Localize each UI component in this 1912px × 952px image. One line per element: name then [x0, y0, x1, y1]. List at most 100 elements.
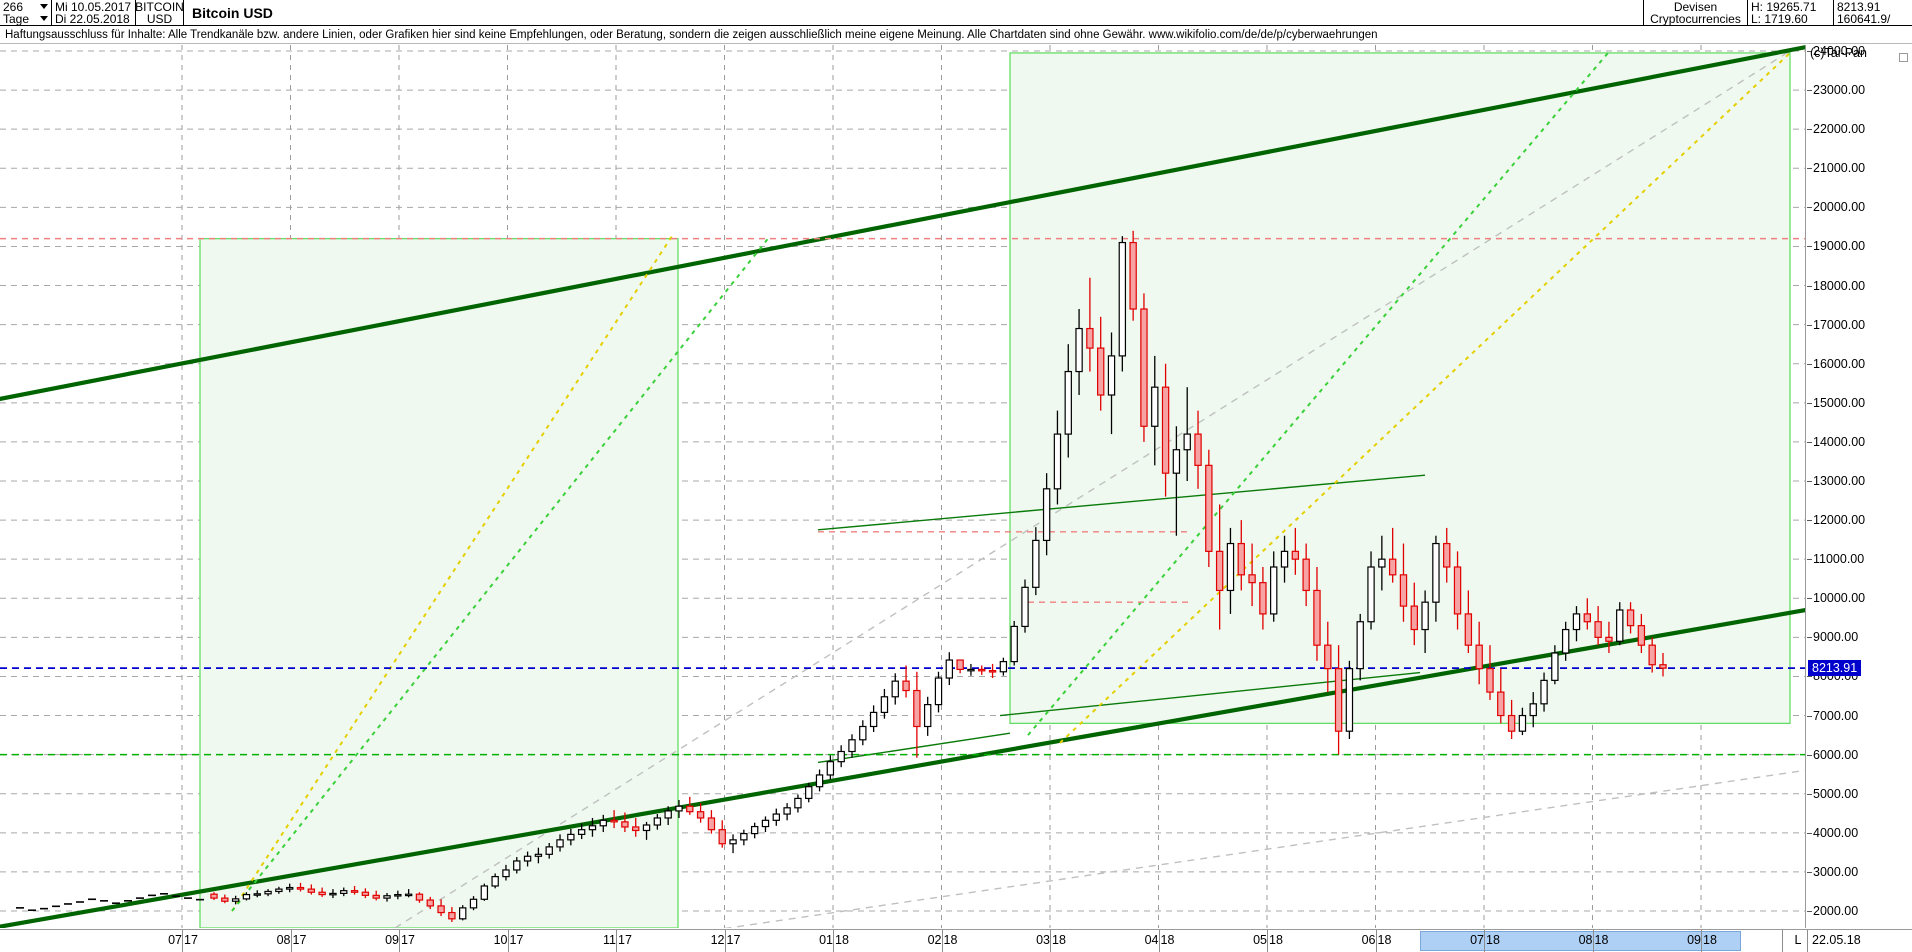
candle-body [1421, 601, 1429, 631]
candle-body [632, 826, 640, 832]
candle-body [264, 890, 272, 895]
price-axis-label: 5000.00 [1813, 786, 1859, 801]
candle-body [686, 805, 694, 813]
price-axis-label: 22000.00 [1813, 122, 1866, 137]
candle-body [718, 829, 726, 845]
price-axis-label: 4000.00 [1813, 825, 1859, 840]
price-axis-tick [1807, 715, 1812, 717]
candle-body [837, 750, 845, 763]
time-axis-label: 04 18 [1144, 933, 1175, 947]
candle-body [913, 689, 921, 728]
candle-body [480, 885, 489, 900]
candle-body [642, 824, 651, 832]
symbol-cell[interactable]: BITCOIN USD [135, 0, 184, 25]
price-axis-tick [1807, 402, 1812, 404]
candle-body [1324, 644, 1332, 670]
time-axis-label: 07 17 [168, 933, 198, 947]
chevron-down-icon[interactable] [40, 4, 48, 9]
price-axis-label: 2000.00 [1813, 904, 1859, 918]
last-price-value: 8213.91 [1837, 0, 1881, 14]
candle-body [1486, 668, 1494, 693]
price-axis-tick [1807, 129, 1812, 131]
candle-body [1648, 644, 1656, 666]
candle-body [567, 833, 575, 841]
candle-body [1237, 542, 1245, 576]
candle-body [1507, 714, 1516, 732]
time-axis-tick [507, 930, 509, 952]
candle-body [1010, 625, 1018, 663]
price-axis-tick [1807, 559, 1812, 561]
candle-body [1302, 558, 1310, 592]
price-axis-tick [1807, 168, 1812, 170]
candle-body [696, 811, 705, 819]
price-axis-label: 6000.00 [1813, 747, 1859, 762]
candle-body [1140, 308, 1148, 427]
candle-body [772, 813, 780, 821]
category-subgroup: Cryptocurrencies [1650, 11, 1741, 26]
price-axis[interactable]: 24000.00 23000.00 22000.00 21000.00 20000.00… [1807, 44, 1912, 928]
axis-divider [1807, 930, 1808, 952]
candle-body [934, 677, 943, 706]
candle-body [1205, 464, 1213, 552]
time-axis-tick [833, 930, 834, 952]
time-axis-label: 06 18 [1361, 933, 1392, 947]
candle-body [1032, 539, 1040, 588]
high-value: H: 19265.71 [1751, 0, 1817, 14]
price-axis-tick [1807, 324, 1812, 326]
price-axis-label: 21000.00 [1813, 161, 1866, 176]
candle-body [1529, 703, 1537, 717]
date-range[interactable]: Mi 10.05.2017 Di 22.05.2018 [52, 0, 136, 25]
price-axis-label: 19000.00 [1813, 239, 1866, 254]
candle-body [253, 893, 261, 896]
time-axis[interactable]: L 22.05.18 07 17 08 17 09 17 10 17 11 17 12 17 01 18 0… [0, 929, 1912, 952]
candle-body [307, 888, 316, 893]
candle-body [1572, 613, 1581, 631]
copyright-label: (c)Tai-Pan [1810, 46, 1867, 60]
price-axis-tick [1807, 871, 1812, 873]
price-axis-tick [1807, 90, 1812, 92]
chart-plot-area[interactable] [0, 45, 1806, 928]
axis-divider [1782, 930, 1783, 952]
candle-body [372, 894, 380, 899]
candle-body [1086, 327, 1094, 349]
candle-body [1280, 550, 1289, 568]
time-axis-scrollbar[interactable] [1420, 931, 1741, 951]
chevron-down-icon[interactable] [40, 16, 48, 21]
time-axis-tick [616, 930, 617, 952]
candle-body [902, 680, 910, 692]
price-axis-label: 20000.00 [1813, 200, 1866, 215]
candle-body [221, 897, 229, 902]
candle-body [978, 668, 986, 672]
candle-body [664, 810, 672, 819]
candle-body [242, 893, 251, 900]
time-axis-tick [399, 930, 400, 952]
price-axis-tick [1807, 637, 1812, 639]
time-axis-label: 07 18 [1470, 933, 1500, 947]
candle-body [1540, 679, 1548, 705]
axis-resize-handle[interactable] [1899, 53, 1908, 62]
candle-body [1161, 386, 1170, 474]
secondary-trendline-base [817, 732, 1011, 764]
price-axis-label: 13000.00 [1813, 474, 1866, 488]
candle-body [707, 817, 716, 831]
candle-body [815, 774, 824, 788]
candle-body [1497, 691, 1505, 717]
candle-body [210, 893, 218, 899]
time-axis-label: 09 17 [385, 933, 415, 947]
candle-body [318, 891, 326, 896]
candle-body [675, 805, 683, 812]
period-selector[interactable]: 266 Tage [0, 0, 52, 25]
category-cell: Devisen Cryptocurrencies [1644, 0, 1748, 25]
candle-body [1226, 542, 1235, 592]
secondary-trendline-upper [817, 474, 1426, 531]
box-cycle-2 [1009, 52, 1791, 725]
candle-body [1443, 542, 1451, 568]
candle-body [459, 907, 467, 920]
candle-body [350, 890, 359, 893]
candle-body [534, 853, 543, 857]
price-axis-label: 12000.00 [1813, 513, 1866, 528]
candle-body [621, 821, 629, 828]
candle-body [1042, 488, 1051, 542]
candle-body [1259, 582, 1267, 615]
candle-body [1151, 386, 1159, 427]
